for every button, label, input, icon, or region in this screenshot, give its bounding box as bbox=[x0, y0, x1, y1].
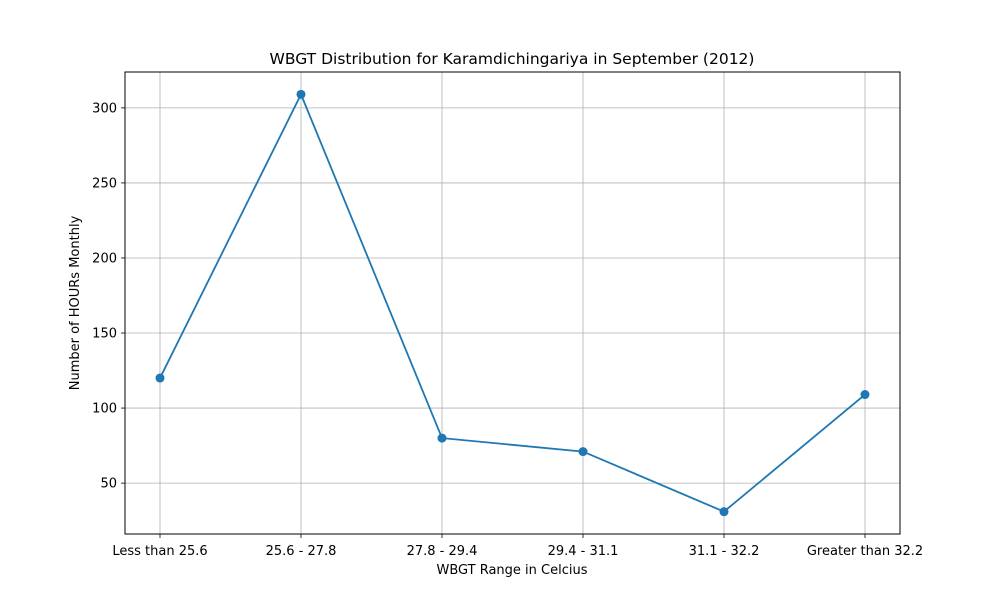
data-point bbox=[719, 507, 729, 517]
series-line bbox=[159, 92, 866, 513]
y-tick-label: 150 bbox=[92, 327, 117, 342]
y-axis-label: Number of HOURs Monthly bbox=[68, 215, 83, 390]
x-tick-label: 31.1 - 32.2 bbox=[689, 544, 760, 559]
x-axis: Less than 25.6 25.6 - 27.8 27.8 - 29.4 29.4… bbox=[112, 534, 923, 559]
y-axis: 50 100 150 200 250 300 bbox=[92, 101, 125, 492]
y-tick-label: 200 bbox=[92, 251, 117, 266]
chart-title: WBGT Distribution for Karamdichingariya … bbox=[270, 50, 755, 68]
x-tick-label: Greater than 32.2 bbox=[807, 544, 923, 559]
data-points bbox=[155, 89, 870, 517]
x-axis-label: WBGT Range in Celcius bbox=[436, 563, 587, 578]
y-tick-label: 300 bbox=[92, 101, 117, 116]
x-tick-label: 27.8 - 29.4 bbox=[407, 544, 478, 559]
plot-frame bbox=[124, 71, 901, 535]
y-tick-label: 100 bbox=[92, 402, 117, 417]
y-tick-label: 250 bbox=[92, 176, 117, 191]
x-tick-label: 25.6 - 27.8 bbox=[266, 544, 337, 559]
data-point bbox=[578, 447, 588, 457]
y-tick-label: 50 bbox=[100, 477, 117, 492]
grid-lines bbox=[125, 72, 900, 534]
data-point bbox=[155, 373, 165, 383]
x-tick-label: 29.4 - 31.1 bbox=[548, 544, 619, 559]
data-point bbox=[437, 433, 447, 443]
data-point bbox=[296, 89, 306, 99]
data-point bbox=[860, 390, 870, 400]
x-tick-label: Less than 25.6 bbox=[112, 544, 207, 559]
